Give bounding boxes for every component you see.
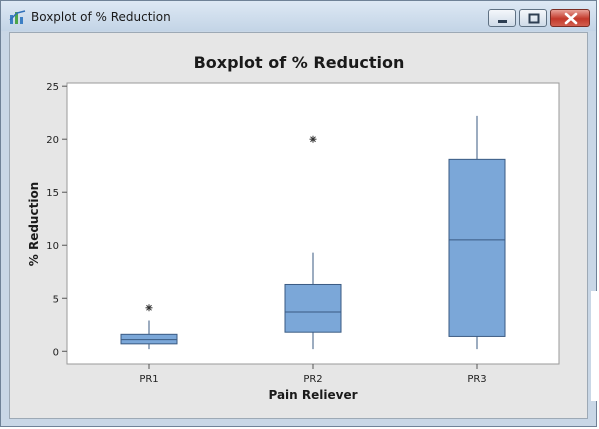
minitab-graph-icon (9, 10, 26, 24)
y-tick-label: 25 (46, 82, 59, 93)
outlier-marker (309, 135, 317, 143)
iqr-box (448, 158, 506, 337)
y-tick-label: 20 (46, 135, 59, 146)
y-axis-label: % Reduction (27, 182, 41, 266)
y-tick-label: 15 (46, 188, 59, 199)
x-tick-label-pr1: PR1 (139, 374, 158, 385)
y-axis: 0 5 10 15 20 25 (46, 82, 67, 358)
outlier-marker (145, 304, 153, 312)
background-window-edge (590, 291, 599, 401)
boxplot-chart: Boxplot of % Reduction 0 5 10 15 20 25 PR1 PR2… (27, 53, 560, 402)
window-title: Boxplot of % Reduction (31, 10, 171, 24)
x-axis-label: Pain Reliever (268, 388, 357, 402)
maximize-icon (528, 13, 540, 24)
x-axis: PR1 PR2 PR3 (139, 364, 487, 385)
x-tick-label-pr3: PR3 (467, 374, 486, 385)
boxes-group (120, 115, 506, 350)
chart-title: Boxplot of % Reduction (194, 53, 405, 72)
box-pr2 (284, 135, 342, 350)
y-tick-label: 10 (46, 241, 59, 252)
close-button[interactable] (550, 9, 590, 27)
minimize-icon (498, 20, 507, 23)
iqr-box (284, 283, 342, 333)
minimize-button[interactable] (488, 9, 516, 27)
maximize-button[interactable] (519, 9, 547, 27)
outlier-stroke (146, 304, 152, 311)
outlier-stroke (310, 136, 316, 143)
graph-area: Boxplot of % Reduction 0 5 10 15 20 25 PR1 PR2… (9, 32, 588, 419)
title-bar[interactable]: Boxplot of % Reduction (1, 1, 596, 31)
y-tick-label: 0 (53, 347, 59, 358)
box-pr3 (448, 115, 506, 350)
close-icon (564, 12, 578, 25)
y-tick-label: 5 (53, 294, 59, 305)
iqr-box (120, 333, 178, 345)
box-pr1 (120, 304, 178, 350)
x-tick-label-pr2: PR2 (303, 374, 322, 385)
